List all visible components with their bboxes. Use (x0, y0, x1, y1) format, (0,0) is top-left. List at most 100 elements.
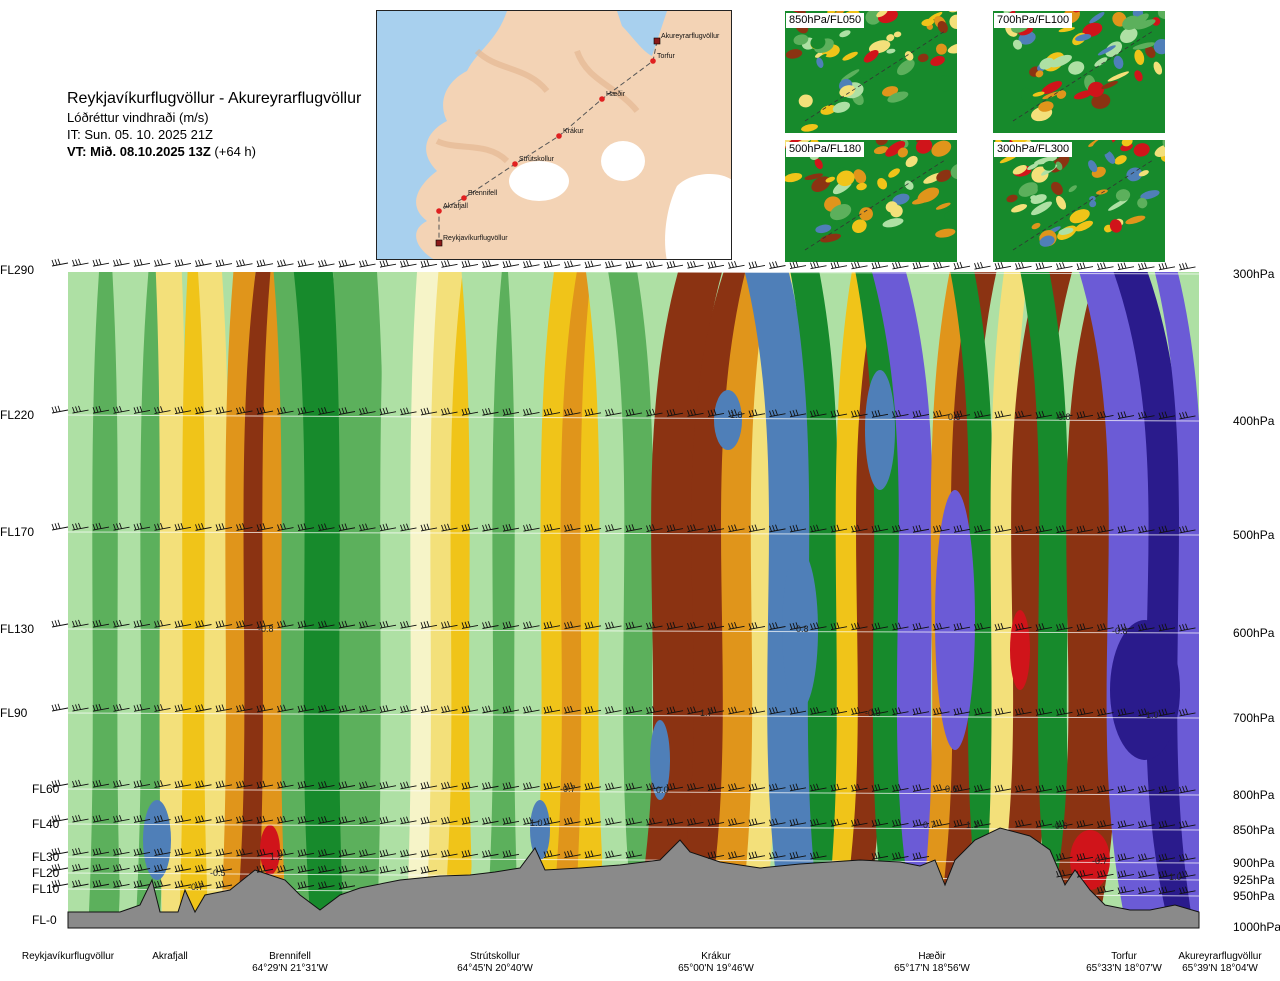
wind-barb (1117, 708, 1135, 717)
wind-barb (1097, 262, 1114, 271)
route-point[interactable]: Brennifell (461, 190, 498, 201)
flight-level-label: FL30 (32, 850, 60, 864)
thumbnail-700hpa[interactable]: 700hPa/FL100 (993, 11, 1165, 133)
wind-barb (379, 849, 397, 858)
thumbnail-field-blob (816, 57, 824, 68)
wind-barb (318, 407, 335, 415)
thumbnail-300hpa[interactable]: 300hPa/FL300 (993, 140, 1165, 262)
thumbnail-850hpa[interactable]: 850hPa/FL050 (785, 11, 957, 133)
velocity-core (1110, 620, 1180, 760)
wind-barb (584, 705, 602, 714)
isoline-value-label: 1.0 (1146, 710, 1159, 720)
wind-barb (1158, 870, 1176, 879)
wind-barb (707, 621, 725, 630)
wind-barb (789, 622, 807, 631)
route-point-label: Strútskollur (519, 156, 555, 163)
wind-barb (1076, 525, 1094, 534)
velocity-band (608, 272, 663, 922)
wind-barb (174, 815, 192, 824)
thumbnail-field-blob (1134, 19, 1156, 30)
wind-barb (769, 818, 786, 827)
pressure-level-label: 600hPa (1233, 626, 1275, 640)
wind-barb (994, 784, 1012, 793)
wind-barb (133, 815, 151, 823)
isoline-value-label: 1.7 (700, 708, 713, 718)
wind-barb (523, 782, 540, 790)
wind-barb (420, 407, 438, 416)
wind-barb (1015, 707, 1032, 716)
wind-barb (912, 261, 930, 270)
wind-barb (154, 704, 171, 712)
route-point[interactable]: Torfur (650, 53, 676, 64)
thumbnail-field-blob (1140, 190, 1160, 200)
route-point[interactable]: Strútskollur (512, 156, 555, 167)
thumbnail-field-blob (1055, 161, 1063, 171)
wind-barb (1015, 261, 1032, 270)
wind-barb (92, 619, 110, 628)
thumbnail-field-blob (820, 105, 837, 115)
wind-barb (113, 847, 130, 856)
wind-barb (543, 260, 561, 269)
route-point[interactable]: Krákur (556, 128, 584, 139)
wind-barb (1138, 525, 1155, 534)
wind-barb (154, 815, 171, 823)
thumbnail-field-blob (937, 20, 948, 34)
thumbnail-field-blob (1042, 91, 1060, 100)
wind-barb (625, 524, 643, 532)
wind-barb (584, 260, 602, 269)
wind-barb (605, 706, 622, 714)
thumbnail-field-blob (897, 59, 915, 76)
wind-barb (256, 620, 274, 629)
thumbnail-field-blob (905, 155, 918, 168)
wind-barb (441, 705, 458, 714)
wind-barb (1056, 784, 1073, 793)
thumbnail-field-blob (859, 207, 873, 221)
wind-barb (892, 622, 909, 631)
isoline-value-label: 0.8 (796, 624, 809, 634)
thumbnail-field-blob (1056, 90, 1067, 99)
wind-barb (318, 865, 335, 874)
route-point[interactable]: Akureyrarflugvöllur (653, 33, 720, 45)
wind-barb (441, 523, 458, 532)
wind-barb (1158, 623, 1176, 632)
wind-barb (72, 863, 89, 872)
velocity-band (1154, 272, 1199, 922)
level-line (68, 823, 1199, 831)
wind-barb (502, 408, 520, 416)
wind-barb (1179, 853, 1196, 862)
wind-barb (51, 879, 69, 888)
wind-barb (810, 851, 827, 860)
isoline-value-label: 1.0 (530, 818, 543, 828)
wind-barb (707, 524, 725, 533)
thumbnail-field-blob (1132, 42, 1156, 50)
isoline-value-label: 0.8 (1058, 412, 1071, 422)
route-point[interactable]: Reykjavíkurflugvöllur (435, 235, 508, 247)
station-label: Reykjavíkurflugvöllur (22, 951, 114, 963)
wind-barb (92, 779, 110, 788)
wind-barb (72, 522, 89, 531)
wind-barb (584, 782, 602, 791)
thumbnail-700hpa-image (993, 11, 1165, 133)
wind-barb (789, 818, 807, 827)
route-point[interactable]: Hæðir (599, 90, 626, 102)
wind-barb (256, 523, 274, 531)
wind-barb (769, 706, 786, 715)
flight-level-label: FL90 (0, 706, 28, 720)
wind-barb (1179, 262, 1196, 271)
station-coordinate: 65°17'N 18°56'W (894, 963, 970, 974)
fjord-north (617, 11, 667, 56)
thumbnail-field-blob (931, 140, 952, 157)
pressure-level-label: 300hPa (1233, 267, 1275, 281)
wind-barb (174, 620, 192, 628)
thumbnail-field-blob (928, 11, 943, 21)
wind-barb (256, 406, 274, 415)
thumbnail-field-blob (856, 182, 867, 191)
wind-barb (51, 863, 69, 872)
route-point[interactable]: Akrafjall (436, 203, 468, 214)
glacier-langjokull (509, 161, 569, 201)
wind-barb (174, 848, 192, 857)
wind-barb (195, 406, 212, 415)
thumbnail-500hpa[interactable]: 500hPa/FL180 (785, 140, 957, 262)
wind-barb (871, 261, 889, 270)
wind-barb (974, 784, 991, 793)
